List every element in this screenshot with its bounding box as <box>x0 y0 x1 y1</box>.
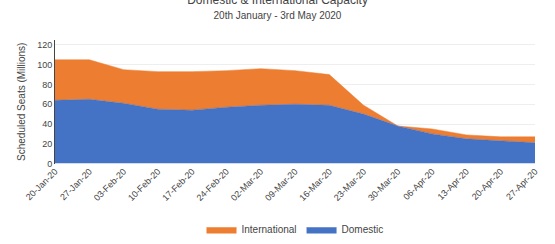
svg-text:20: 20 <box>42 139 52 149</box>
svg-text:100: 100 <box>37 60 52 70</box>
svg-text:03-Feb-20: 03-Feb-20 <box>92 167 128 203</box>
svg-text:Domestic & International Capac: Domestic & International Capacity20th Ja… <box>187 0 368 21</box>
svg-text:16-Mar-20: 16-Mar-20 <box>297 167 333 203</box>
svg-text:40: 40 <box>42 119 52 129</box>
svg-text:09-Mar-20: 09-Mar-20 <box>263 167 299 203</box>
svg-text:17-Feb-20: 17-Feb-20 <box>160 167 196 203</box>
svg-text:13-Apr-20: 13-Apr-20 <box>436 167 471 202</box>
svg-text:20-Jan-20: 20-Jan-20 <box>24 167 60 203</box>
svg-text:International: International <box>242 224 297 235</box>
svg-text:27-Jan-20: 27-Jan-20 <box>58 167 94 203</box>
svg-text:30-Mar-20: 30-Mar-20 <box>366 167 402 203</box>
svg-text:80: 80 <box>42 80 52 90</box>
svg-text:Scheduled Seats (Millions): Scheduled Seats (Millions) <box>16 43 27 161</box>
svg-text:24-Feb-20: 24-Feb-20 <box>195 167 231 203</box>
svg-text:Domestic: Domestic <box>342 224 384 235</box>
svg-text:10-Feb-20: 10-Feb-20 <box>126 167 162 203</box>
svg-text:60: 60 <box>42 99 52 109</box>
svg-text:20-Apr-20: 20-Apr-20 <box>470 167 505 202</box>
svg-text:120: 120 <box>37 40 52 50</box>
svg-text:27-Apr-20: 27-Apr-20 <box>504 167 539 202</box>
svg-text:02-Mar-20: 02-Mar-20 <box>229 167 265 203</box>
svg-text:0: 0 <box>47 159 52 169</box>
svg-text:23-Mar-20: 23-Mar-20 <box>332 167 368 203</box>
svg-text:06-Apr-20: 06-Apr-20 <box>401 167 436 202</box>
